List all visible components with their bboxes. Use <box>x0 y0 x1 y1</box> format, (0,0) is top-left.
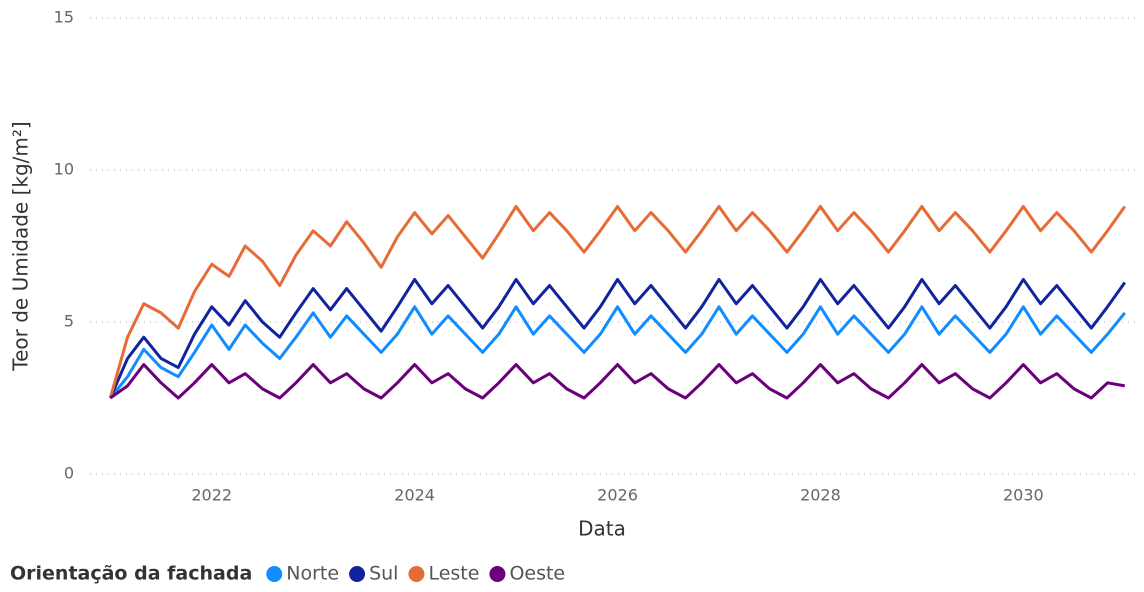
y-tick-label: 5 <box>64 312 74 331</box>
legend-label: Sul <box>369 563 398 585</box>
y-tick-label: 15 <box>54 8 74 27</box>
legend-label: Oeste <box>509 563 565 585</box>
x-tick-label: 2030 <box>1003 486 1044 505</box>
x-axis-title: Data <box>578 517 626 541</box>
y-tick-label: 0 <box>64 464 74 483</box>
x-tick-label: 2028 <box>800 486 841 505</box>
legend-label: Leste <box>428 563 479 585</box>
legend-marker <box>408 566 425 582</box>
series-line <box>109 363 1126 400</box>
series-line <box>108 277 1127 399</box>
legend-title: Orientação da fachada <box>10 563 252 585</box>
legend-marker <box>489 566 506 582</box>
series-line <box>109 305 1126 399</box>
x-tick-label: 2026 <box>597 486 638 505</box>
legend-marker <box>349 566 366 582</box>
y-axis-title: Teor de Umidade [kg/m²] <box>9 121 33 371</box>
x-tick-label: 2024 <box>394 486 435 505</box>
y-tick-label: 10 <box>54 160 74 179</box>
legend-label: Norte <box>286 563 339 585</box>
x-tick-label: 2022 <box>191 486 232 505</box>
series-line <box>108 204 1127 399</box>
legend-marker <box>266 566 283 582</box>
